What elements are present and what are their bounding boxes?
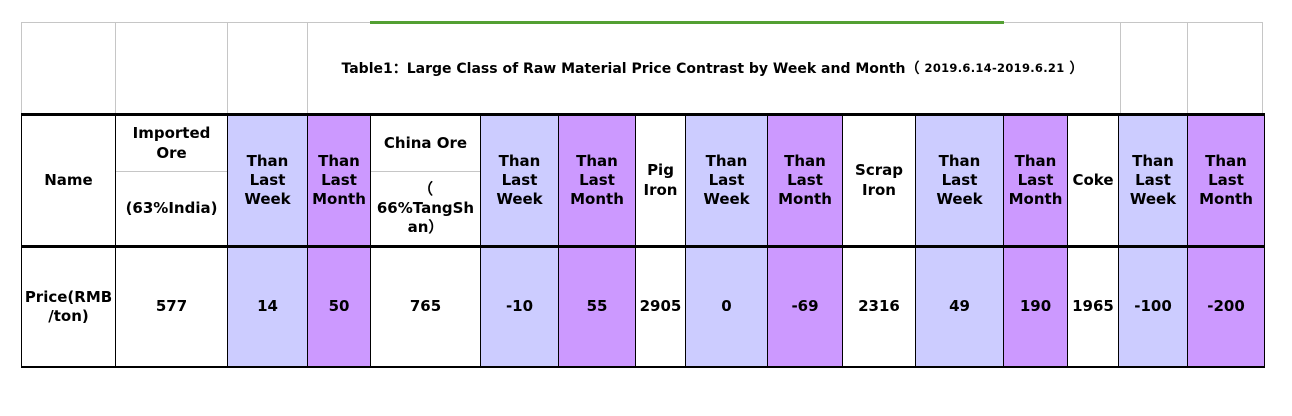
data-cell-coke-week-change: -100 — [1119, 248, 1188, 366]
data-cell-pig-iron-week-change: 0 — [686, 248, 768, 366]
header-cell-pig-iron: Pig Iron — [636, 116, 686, 248]
gridline-vertical — [1262, 22, 1263, 113]
header-cell-scrap-iron: Scrap Iron — [843, 116, 916, 248]
imported-ore-label: Imported Ore — [116, 116, 227, 172]
header-cell-than-last-week-pig: Than Last Week — [686, 116, 768, 248]
header-cell-than-last-week-china: Than Last Week — [481, 116, 559, 248]
data-cell-pig-iron-month-change: -69 — [768, 248, 843, 366]
gridline-vertical — [1120, 22, 1121, 113]
data-cell-china-ore-week-change: -10 — [481, 248, 559, 366]
imported-ore-grade-label: (63%India) — [125, 198, 218, 217]
data-cell-china-ore-month-change: 55 — [559, 248, 636, 366]
title-open-paren: （ — [905, 60, 920, 77]
header-cell-than-last-month-pig: Than Last Month — [768, 116, 843, 248]
header-cell-imported-ore: Imported Ore (63%India) — [116, 116, 228, 248]
data-cell-imported-ore-month-change: 50 — [308, 248, 371, 366]
table-title-text: Table1：Large Class of Raw Material Price… — [341, 60, 906, 77]
gridline-vertical — [307, 22, 308, 113]
header-cell-than-last-week-coke: Than Last Week — [1119, 116, 1188, 248]
title-close-paren: ） — [1069, 60, 1084, 77]
header-cell-coke: Coke — [1068, 116, 1119, 248]
header-cell-china-ore: China Ore （ 66%TangSh an） — [371, 116, 481, 248]
header-cell-name: Name — [22, 116, 116, 248]
data-cell-scrap-iron-week-change: 49 — [916, 248, 1004, 366]
header-cell-than-last-week-scrap: Than Last Week — [916, 116, 1004, 248]
data-cell-price-label: Price(RMB /ton) — [22, 248, 116, 366]
header-cell-than-last-month-coke: Than Last Month — [1188, 116, 1264, 248]
gridline-vertical — [21, 22, 22, 113]
header-cell-than-last-week-imported: Than Last Week — [228, 116, 308, 248]
gridline-vertical — [227, 22, 228, 113]
data-cell-coke-month-change: -200 — [1188, 248, 1264, 366]
header-cell-than-last-month-imported: Than Last Month — [308, 116, 371, 248]
data-cell-coke-price: 1965 — [1068, 248, 1119, 366]
data-cell-imported-ore-price: 577 — [116, 248, 228, 366]
gridline-vertical — [115, 22, 116, 113]
title-row: Table1：Large Class of Raw Material Price… — [21, 21, 1263, 113]
data-cell-scrap-iron-month-change: 190 — [1004, 248, 1068, 366]
data-cell-imported-ore-week-change: 14 — [228, 248, 308, 366]
data-cell-china-ore-price: 765 — [371, 248, 481, 366]
table-title: Table1：Large Class of Raw Material Price… — [307, 22, 1118, 113]
gridline-vertical — [1187, 22, 1188, 113]
header-cell-than-last-month-china: Than Last Month — [559, 116, 636, 248]
green-accent-line — [370, 21, 1004, 24]
china-ore-label: China Ore — [371, 116, 480, 172]
data-cell-scrap-iron-price: 2316 — [843, 248, 916, 366]
raw-material-price-table: Name Imported Ore (63%India) Than Last W… — [21, 113, 1265, 368]
header-cell-than-last-month-scrap: Than Last Month — [1004, 116, 1068, 248]
data-cell-pig-iron-price: 2905 — [636, 248, 686, 366]
china-ore-grade-label: （ 66%TangSh an） — [376, 179, 475, 237]
title-date-range: 2019.6.14-2019.6.21 — [924, 60, 1065, 75]
